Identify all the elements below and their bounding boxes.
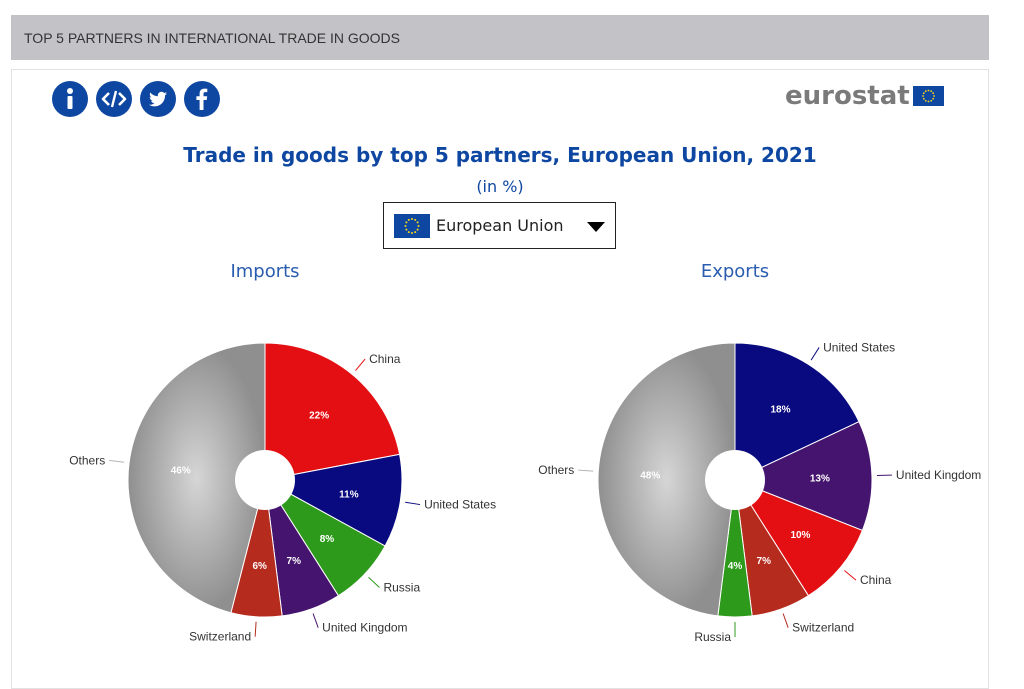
imports-category-label-united-states: United States <box>424 498 496 512</box>
imports-leader-china <box>356 359 366 371</box>
exports-value-label-united-states: 18% <box>771 404 791 415</box>
exports-category-label-china: China <box>860 573 892 587</box>
exports-category-label-others: Others <box>538 463 574 477</box>
imports-category-label-united-kingdom: United Kingdom <box>322 621 407 635</box>
imports-category-label-china: China <box>369 352 401 366</box>
exports-category-label-united-kingdom: United Kingdom <box>896 468 981 482</box>
exports-leader-united-states <box>811 347 819 360</box>
imports-value-label-united-kingdom: 7% <box>287 556 302 567</box>
imports-value-label-russia: 8% <box>320 534 335 545</box>
imports-value-label-others: 46% <box>171 465 191 476</box>
imports-value-label-switzerland: 6% <box>252 561 267 572</box>
exports-value-label-others: 48% <box>640 471 660 482</box>
exports-leader-switzerland <box>783 614 788 628</box>
exports-category-label-united-states: United States <box>823 340 895 354</box>
exports-category-label-russia: Russia <box>694 630 731 644</box>
exports-value-label-russia: 4% <box>728 561 743 572</box>
imports-leader-others <box>109 460 124 462</box>
imports-leader-united-kingdom <box>313 614 318 628</box>
imports-donut-hole <box>235 450 295 510</box>
exports-value-label-united-kingdom: 13% <box>810 473 830 484</box>
exports-donut-hole <box>705 450 765 510</box>
imports-category-label-switzerland: Switzerland <box>189 630 251 644</box>
imports-category-label-russia: Russia <box>383 580 420 594</box>
imports-leader-united-states <box>405 502 420 504</box>
exports-value-label-switzerland: 7% <box>757 556 772 567</box>
exports-leader-china <box>844 571 856 581</box>
exports-leader-others <box>578 470 593 471</box>
imports-leader-switzerland <box>255 622 256 637</box>
exports-category-label-switzerland: Switzerland <box>792 621 854 635</box>
imports-category-label-others: Others <box>69 453 105 467</box>
imports-value-label-united-states: 11% <box>339 489 359 500</box>
imports-value-label-china: 22% <box>309 411 329 422</box>
pie-charts: 22% China 11% United States 8% Russia 7% United… <box>0 0 1024 674</box>
exports-value-label-china: 10% <box>790 530 810 541</box>
imports-leader-russia <box>369 577 380 587</box>
